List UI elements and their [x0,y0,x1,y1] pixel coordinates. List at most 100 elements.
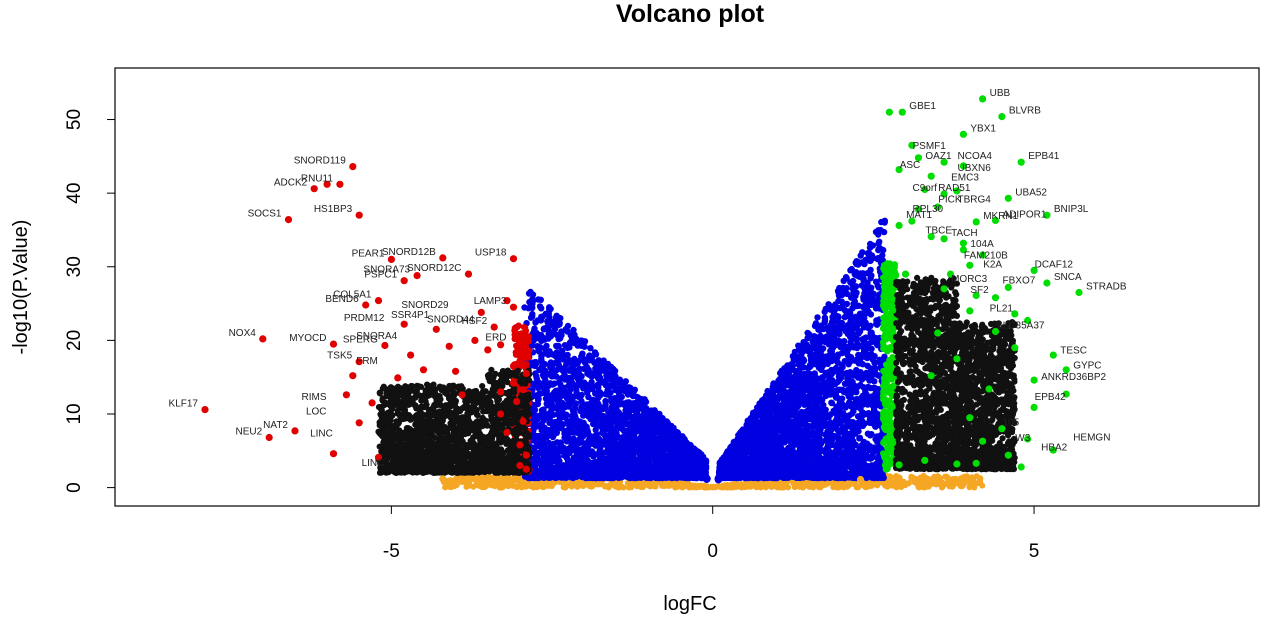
point [531,406,539,414]
point [605,364,612,371]
point [661,463,669,470]
point [661,455,668,463]
point [549,467,557,474]
point [599,439,607,446]
point [808,483,815,490]
point [592,432,600,439]
point [693,460,700,467]
point [574,483,581,490]
point [573,451,580,459]
point [536,303,544,310]
point [545,474,553,481]
point [548,401,556,408]
point [552,445,559,453]
point [614,385,621,392]
point [815,484,822,491]
point [615,409,622,416]
point [700,473,707,480]
point [634,410,641,417]
point [631,448,638,455]
point [685,460,692,468]
point [638,484,644,491]
point [582,474,589,481]
point [541,432,548,440]
point [573,445,581,452]
point [552,479,559,486]
point [866,244,874,251]
point [937,481,944,487]
point [637,474,644,481]
point [583,363,590,371]
point [480,478,487,485]
point [900,479,907,486]
point [693,450,701,457]
point [481,473,488,480]
point [649,422,656,430]
point [592,426,599,434]
point [597,472,605,479]
point [683,442,690,449]
point [450,481,457,488]
point [607,436,615,444]
point [556,321,563,328]
point [595,364,602,372]
point [566,482,573,488]
point [627,441,634,448]
point [557,381,564,388]
point [643,473,651,480]
point [568,359,575,366]
point [606,482,613,489]
point [553,312,560,319]
point [537,450,545,457]
point [555,406,562,414]
point [626,421,633,428]
point [534,400,542,408]
point [562,450,570,458]
point [536,457,543,464]
point [620,484,627,491]
point [968,475,974,482]
point [535,296,542,303]
point [557,335,564,342]
point [739,481,746,488]
point [532,482,539,489]
point [659,429,666,436]
point [540,326,547,333]
point [614,434,622,441]
point [597,412,604,419]
point [540,483,547,490]
point [576,458,583,466]
point [542,395,550,402]
point [616,444,623,451]
point [799,483,806,490]
point [561,434,568,441]
point [538,471,546,478]
point [567,471,574,478]
point [541,335,548,342]
point [868,483,875,489]
point [574,428,581,436]
point [657,416,665,424]
point [591,474,599,481]
point [608,428,615,435]
point [971,484,978,491]
point [821,481,828,488]
point [525,290,533,297]
point [570,370,578,377]
point [601,404,609,412]
point [628,427,635,435]
point [532,319,539,326]
point [538,407,546,414]
point [648,465,655,472]
point [532,358,539,366]
point [559,391,567,398]
point [589,483,596,490]
point [814,314,821,321]
point [640,435,647,442]
point [573,386,580,394]
point [571,463,578,470]
point [791,484,798,491]
point [561,480,568,487]
point [711,484,717,490]
point [917,474,924,481]
